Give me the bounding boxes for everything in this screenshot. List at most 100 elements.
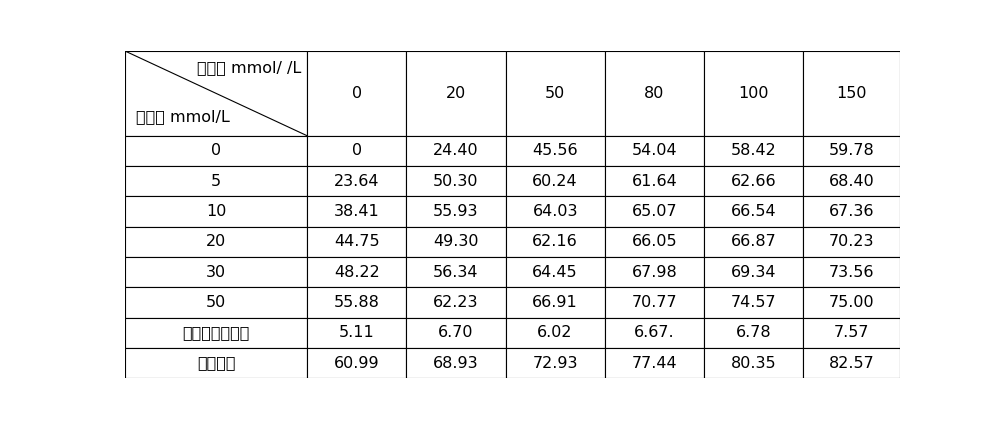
Text: 62.66: 62.66	[731, 174, 776, 189]
Text: 0: 0	[352, 86, 362, 101]
Text: 60.99: 60.99	[334, 356, 380, 371]
Text: 柠橬酸 mmol/ /L: 柠橬酸 mmol/ /L	[197, 60, 301, 76]
Bar	[406, 136, 506, 166]
Text: 0: 0	[211, 143, 221, 159]
Text: 54.04: 54.04	[632, 143, 677, 159]
Text: 58.42: 58.42	[731, 143, 776, 159]
Bar	[605, 166, 704, 196]
Text: 66.91: 66.91	[532, 295, 578, 310]
Bar	[125, 166, 307, 196]
Text: 6.78: 6.78	[736, 325, 771, 340]
Bar	[307, 348, 406, 378]
Text: 55.93: 55.93	[433, 204, 479, 219]
Text: 73.56: 73.56	[829, 265, 874, 280]
Text: 64.45: 64.45	[532, 265, 578, 280]
Text: 44.75: 44.75	[334, 234, 380, 249]
Text: 5: 5	[211, 174, 221, 189]
Text: 10: 10	[206, 204, 226, 219]
Text: 59.78: 59.78	[829, 143, 874, 159]
Text: 65.07: 65.07	[632, 204, 677, 219]
Bar	[605, 257, 704, 287]
Text: 67.98: 67.98	[631, 265, 677, 280]
Text: 74.57: 74.57	[731, 295, 776, 310]
Text: 80.35: 80.35	[731, 356, 776, 371]
Bar	[803, 166, 900, 196]
Bar	[307, 287, 406, 317]
Bar	[506, 51, 605, 136]
Text: 30: 30	[206, 265, 226, 280]
Text: 150: 150	[836, 86, 867, 101]
Text: 23.64: 23.64	[334, 174, 379, 189]
Bar	[704, 227, 803, 257]
Bar	[125, 51, 307, 136]
Bar	[307, 317, 406, 348]
Bar	[605, 348, 704, 378]
Bar	[506, 348, 605, 378]
Text: 64.03: 64.03	[532, 204, 578, 219]
Text: 69.34: 69.34	[731, 265, 776, 280]
Bar	[605, 317, 704, 348]
Bar	[125, 196, 307, 227]
Bar	[605, 51, 704, 136]
Bar	[506, 166, 605, 196]
Text: 62.23: 62.23	[433, 295, 479, 310]
Bar	[307, 166, 406, 196]
Text: 61.64: 61.64	[631, 174, 677, 189]
Text: 56.34: 56.34	[433, 265, 479, 280]
Text: 67.36: 67.36	[829, 204, 874, 219]
Bar	[605, 196, 704, 227]
Bar	[506, 136, 605, 166]
Bar	[803, 317, 900, 348]
Bar	[605, 136, 704, 166]
Bar	[506, 227, 605, 257]
Bar	[704, 51, 803, 136]
Text: 66.54: 66.54	[731, 204, 776, 219]
Bar	[704, 317, 803, 348]
Text: 50.30: 50.30	[433, 174, 479, 189]
Bar	[506, 257, 605, 287]
Text: 60.24: 60.24	[532, 174, 578, 189]
Bar	[506, 287, 605, 317]
Bar	[605, 227, 704, 257]
Bar	[803, 196, 900, 227]
Bar	[704, 196, 803, 227]
Text: 77.44: 77.44	[632, 356, 677, 371]
Text: 0: 0	[352, 143, 362, 159]
Bar	[125, 317, 307, 348]
Text: 68.93: 68.93	[433, 356, 479, 371]
Text: 45.56: 45.56	[532, 143, 578, 159]
Text: 75.00: 75.00	[829, 295, 874, 310]
Text: 55.88: 55.88	[334, 295, 380, 310]
Bar	[803, 51, 900, 136]
Bar	[704, 287, 803, 317]
Text: 82.57: 82.57	[829, 356, 874, 371]
Text: 24.40: 24.40	[433, 143, 479, 159]
Bar	[125, 227, 307, 257]
Text: 66.05: 66.05	[632, 234, 677, 249]
Text: 66.87: 66.87	[731, 234, 776, 249]
Bar	[307, 227, 406, 257]
Text: 50: 50	[545, 86, 565, 101]
Bar	[406, 317, 506, 348]
Bar	[307, 196, 406, 227]
Bar	[406, 51, 506, 136]
Bar	[506, 196, 605, 227]
Bar	[803, 136, 900, 166]
Text: 6.70: 6.70	[438, 325, 474, 340]
Bar	[406, 227, 506, 257]
Text: 7.57: 7.57	[834, 325, 869, 340]
Text: 氯化鐵 mmol/L: 氯化鐵 mmol/L	[136, 110, 230, 125]
Bar	[605, 287, 704, 317]
Bar	[307, 136, 406, 166]
Text: 72.93: 72.93	[532, 356, 578, 371]
Text: 总去除率: 总去除率	[197, 356, 235, 371]
Text: 68.40: 68.40	[829, 174, 874, 189]
Bar	[406, 287, 506, 317]
Text: 49.30: 49.30	[433, 234, 479, 249]
Bar	[803, 227, 900, 257]
Text: 20: 20	[446, 86, 466, 101]
Bar	[406, 257, 506, 287]
Text: 5.11: 5.11	[339, 325, 375, 340]
Bar	[406, 166, 506, 196]
Text: 48.22: 48.22	[334, 265, 380, 280]
